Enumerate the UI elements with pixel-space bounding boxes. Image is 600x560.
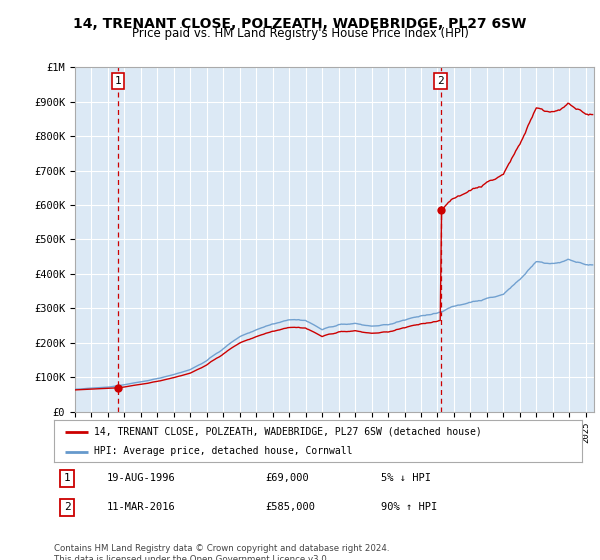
Text: £69,000: £69,000 [265, 473, 309, 483]
Text: 2: 2 [64, 502, 71, 512]
Text: 2: 2 [437, 76, 444, 86]
Text: 1: 1 [64, 473, 71, 483]
Text: Price paid vs. HM Land Registry's House Price Index (HPI): Price paid vs. HM Land Registry's House … [131, 27, 469, 40]
Text: 14, TRENANT CLOSE, POLZEATH, WADEBRIDGE, PL27 6SW: 14, TRENANT CLOSE, POLZEATH, WADEBRIDGE,… [73, 17, 527, 31]
Text: £585,000: £585,000 [265, 502, 315, 512]
Text: 14, TRENANT CLOSE, POLZEATH, WADEBRIDGE, PL27 6SW (detached house): 14, TRENANT CLOSE, POLZEATH, WADEBRIDGE,… [94, 427, 481, 437]
Text: 5% ↓ HPI: 5% ↓ HPI [382, 473, 431, 483]
Text: 19-AUG-1996: 19-AUG-1996 [107, 473, 176, 483]
Text: 11-MAR-2016: 11-MAR-2016 [107, 502, 176, 512]
Text: Contains HM Land Registry data © Crown copyright and database right 2024.
This d: Contains HM Land Registry data © Crown c… [54, 544, 389, 560]
Text: 1: 1 [115, 76, 122, 86]
Text: HPI: Average price, detached house, Cornwall: HPI: Average price, detached house, Corn… [94, 446, 352, 456]
Text: 90% ↑ HPI: 90% ↑ HPI [382, 502, 437, 512]
